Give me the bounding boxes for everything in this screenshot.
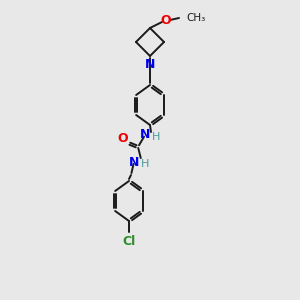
Text: Cl: Cl bbox=[122, 235, 136, 248]
Text: N: N bbox=[145, 58, 155, 71]
Text: N: N bbox=[140, 128, 150, 142]
Text: CH₃: CH₃ bbox=[186, 13, 205, 23]
Text: O: O bbox=[118, 133, 128, 146]
Text: O: O bbox=[161, 14, 171, 26]
Text: H: H bbox=[152, 132, 160, 142]
Text: N: N bbox=[129, 155, 139, 169]
Text: H: H bbox=[141, 159, 149, 169]
